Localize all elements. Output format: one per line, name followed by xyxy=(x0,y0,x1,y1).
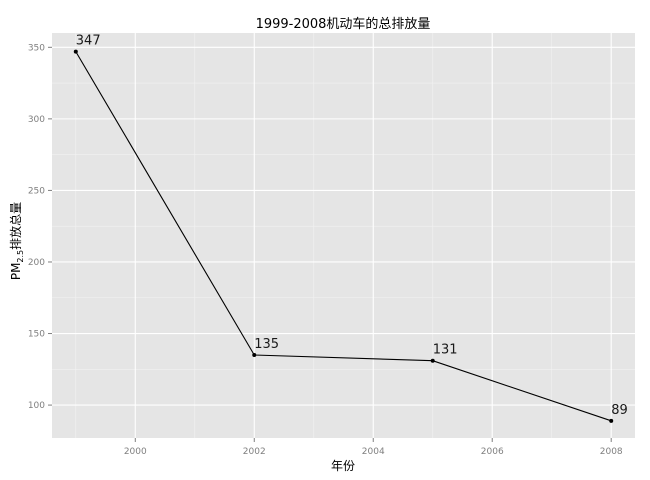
y-tick-label: 100 xyxy=(28,401,45,411)
data-label: 347 xyxy=(76,34,101,49)
x-tick-label: 2004 xyxy=(362,447,385,457)
data-label: 131 xyxy=(433,343,458,358)
data-point xyxy=(430,358,435,363)
series xyxy=(73,49,614,423)
plot-panel xyxy=(52,33,635,438)
y-axis-title-main: PM xyxy=(9,263,23,281)
y-axis-title-rest: 排放总量 xyxy=(8,202,23,250)
y-tick-label: 150 xyxy=(28,330,45,340)
y-tick-label: 300 xyxy=(28,115,45,125)
data-label: 135 xyxy=(254,337,279,352)
series-line xyxy=(75,51,612,422)
data-label: 89 xyxy=(611,403,628,418)
y-tick-label: 350 xyxy=(28,43,45,53)
x-axis-title: 年份 xyxy=(331,459,355,473)
grid xyxy=(52,33,635,438)
y-axis-title: PM2.5排放总量 xyxy=(8,202,25,280)
x-tick-label: 2008 xyxy=(600,447,623,457)
data-point xyxy=(73,49,78,54)
chart-title: 1999-2008机动车的总排放量 xyxy=(256,16,431,32)
y-tick-label: 200 xyxy=(28,258,45,268)
y-tick-label: 250 xyxy=(28,186,45,196)
x-tick-label: 2006 xyxy=(481,447,504,457)
x-tick-label: 2000 xyxy=(124,447,147,457)
x-tick-label: 2002 xyxy=(243,447,266,457)
axis-ticks: 2000 2002 2004 2006 2008 100 150 200 250 300 350 xyxy=(28,43,623,457)
data-labels: 347 135 131 89 xyxy=(76,34,628,418)
y-axis-title-subscript: 2.5 xyxy=(16,250,25,263)
data-point xyxy=(609,418,614,423)
data-point xyxy=(252,352,257,357)
